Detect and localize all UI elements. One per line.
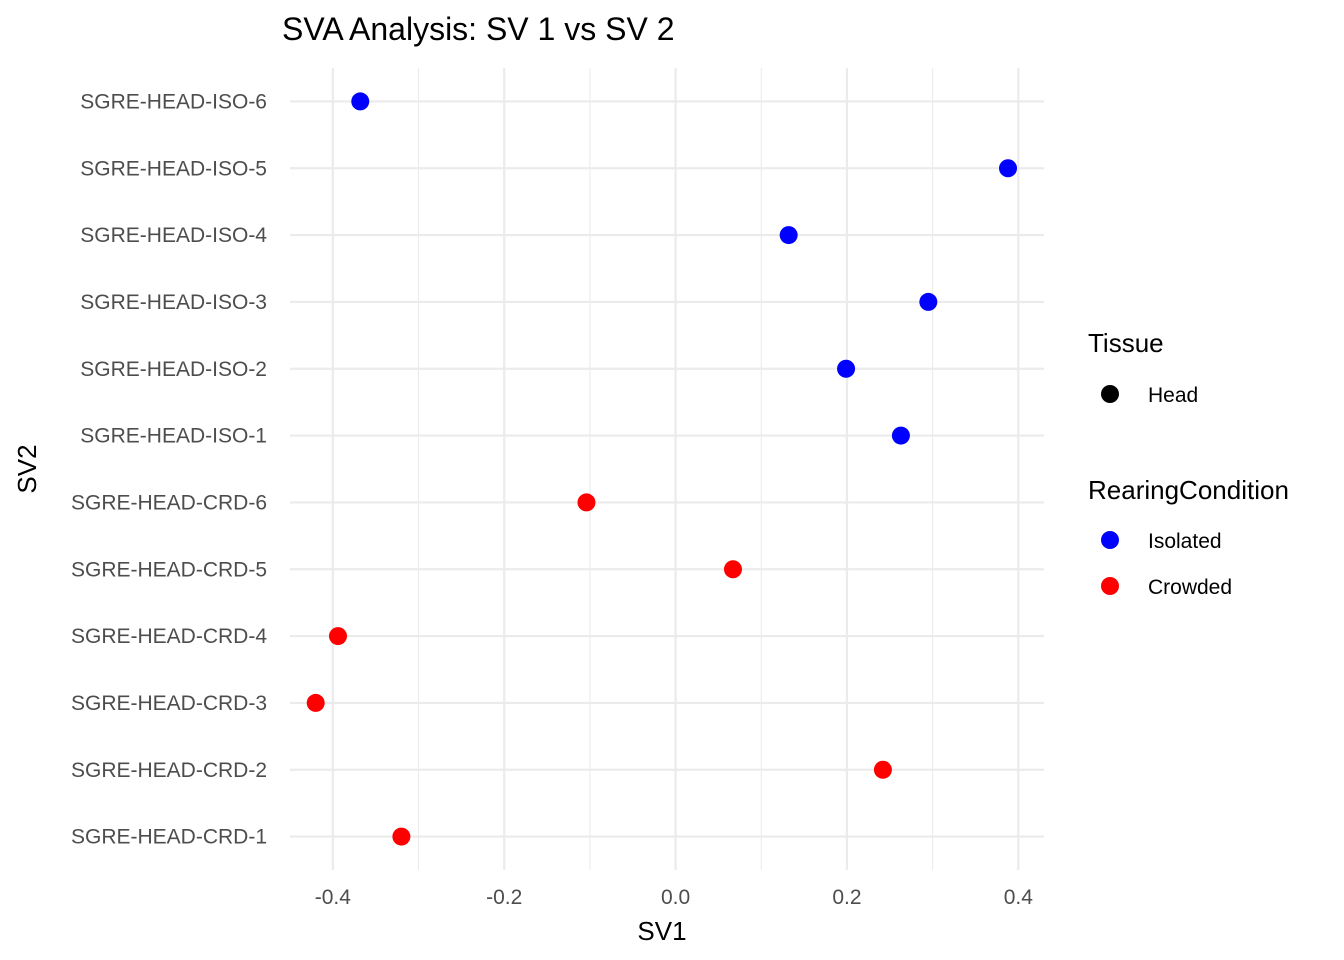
legend-title: RearingCondition: [1088, 475, 1289, 505]
data-point-isolated: [891, 426, 910, 445]
y-tick-label: SGRE-HEAD-ISO-5: [80, 157, 267, 180]
y-tick-label: SGRE-HEAD-ISO-1: [80, 425, 267, 448]
data-point-crowded: [873, 760, 892, 779]
y-tick-label: SGRE-HEAD-CRD-2: [71, 759, 267, 782]
y-axis-title: SV2: [12, 444, 42, 493]
y-tick-label: SGRE-HEAD-CRD-4: [71, 625, 267, 648]
y-tick-label: SGRE-HEAD-CRD-6: [71, 491, 267, 514]
y-tick-label: SGRE-HEAD-ISO-2: [80, 358, 267, 381]
legend-title: Tissue: [1088, 328, 1164, 358]
legend: Tissue Head RearingCondition Isolated Crowde…: [1088, 328, 1289, 599]
data-point-crowded: [328, 627, 347, 646]
x-axis-title: SV1: [637, 916, 686, 946]
x-tick-label: 0.0: [661, 886, 690, 909]
y-tick-label: SGRE-HEAD-CRD-3: [71, 692, 267, 715]
y-tick-label: SGRE-HEAD-ISO-4: [80, 224, 267, 247]
data-point-isolated: [919, 292, 938, 311]
y-axis-ticks: SGRE-HEAD-CRD-1 SGRE-HEAD-CRD-2 SGRE-HEAD-…: [71, 90, 267, 848]
legend-label: Isolated: [1148, 530, 1222, 553]
data-point-isolated: [351, 92, 370, 111]
plot-grid: [290, 68, 1044, 870]
data-point-crowded: [723, 560, 742, 579]
legend-group-rearingcondition: RearingCondition Isolated Crowded: [1088, 475, 1289, 599]
x-axis-ticks: -0.4 -0.2 0.0 0.2 0.4: [315, 886, 1033, 909]
legend-label: Crowded: [1148, 576, 1232, 599]
legend-key: [1101, 531, 1119, 549]
y-tick-label: SGRE-HEAD-CRD-1: [71, 826, 267, 849]
x-tick-label: -0.2: [486, 886, 522, 909]
x-tick-label: 0.2: [832, 886, 861, 909]
y-tick-label: SGRE-HEAD-CRD-5: [71, 558, 267, 581]
data-point-crowded: [577, 493, 596, 512]
chart-title: SVA Analysis: SV 1 vs SV 2: [282, 11, 674, 47]
legend-group-tissue: Tissue Head: [1088, 328, 1198, 407]
y-tick-label: SGRE-HEAD-ISO-3: [80, 291, 267, 314]
data-point-isolated: [999, 159, 1018, 178]
x-tick-label: 0.4: [1004, 886, 1034, 909]
data-point-isolated: [779, 226, 798, 245]
data-point-isolated: [837, 359, 856, 378]
legend-label: Head: [1148, 384, 1198, 407]
legend-key: [1101, 385, 1119, 403]
data-points: [306, 92, 1018, 846]
data-point-crowded: [306, 693, 325, 712]
legend-key: [1101, 577, 1119, 595]
data-point-crowded: [392, 827, 411, 846]
y-tick-label: SGRE-HEAD-ISO-6: [80, 90, 267, 113]
x-tick-label: -0.4: [315, 886, 352, 909]
